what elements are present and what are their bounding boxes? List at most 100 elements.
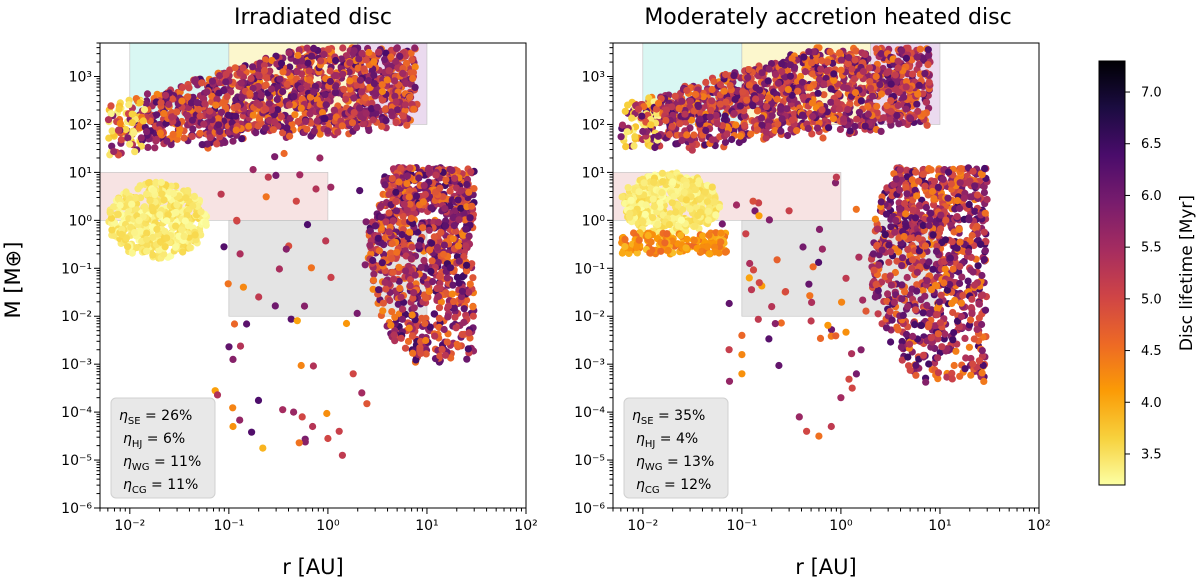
data-point [370, 58, 378, 66]
data-point [436, 273, 444, 281]
data-point [170, 189, 178, 198]
data-point [128, 119, 136, 127]
data-point [644, 231, 652, 240]
x-tick-label: 10⁻² [114, 518, 145, 534]
data-point [617, 133, 625, 141]
data-point [732, 121, 740, 129]
data-point [401, 344, 410, 352]
data-point [353, 309, 361, 317]
data-point [621, 243, 629, 251]
data-point [356, 187, 364, 195]
points-irradiated [104, 44, 478, 459]
data-point [107, 214, 116, 222]
data-point [707, 106, 715, 114]
data-point [335, 427, 343, 435]
data-point [786, 72, 795, 80]
data-point [215, 121, 223, 129]
data-point [172, 243, 180, 251]
data-point [682, 181, 690, 189]
data-point [650, 202, 659, 211]
data-point [783, 105, 791, 113]
data-point [411, 44, 419, 52]
data-point [393, 45, 401, 53]
data-point [386, 296, 394, 305]
data-point [916, 45, 924, 53]
data-point [143, 241, 151, 249]
data-point [143, 229, 151, 237]
data-point [728, 135, 736, 144]
data-point [650, 178, 658, 186]
data-point [399, 69, 407, 77]
data-point [806, 84, 815, 92]
data-point [458, 330, 466, 339]
data-point [800, 53, 808, 61]
data-point [428, 239, 436, 247]
data-point [173, 108, 181, 116]
data-point [215, 89, 223, 97]
data-point [435, 304, 444, 312]
data-point [876, 81, 884, 89]
data-point [848, 65, 856, 73]
data-point [708, 97, 716, 105]
data-point [187, 99, 195, 107]
data-point [469, 312, 477, 320]
data-point [686, 205, 694, 213]
data-point [465, 232, 473, 240]
data-point [777, 127, 785, 135]
data-point [412, 192, 421, 200]
data-point [320, 114, 328, 122]
data-point [122, 234, 130, 242]
irradiated-disc-panel: Irradiated disc 10⁻² 10⁻¹ 10⁰ 10¹ 10²10⁻⁶10⁻… [1, 5, 538, 579]
data-point [422, 336, 430, 345]
data-point [180, 134, 188, 142]
data-point [173, 201, 181, 209]
data-point [915, 60, 923, 69]
data-point [262, 81, 270, 89]
data-point [246, 89, 254, 98]
data-point [309, 422, 317, 431]
data-point [441, 205, 449, 213]
data-point [388, 240, 396, 248]
data-point [237, 79, 245, 87]
data-point [680, 188, 688, 196]
data-point [398, 315, 406, 323]
data-point [346, 85, 354, 93]
data-point [143, 190, 151, 198]
data-point [107, 110, 115, 118]
data-point [908, 70, 917, 78]
data-point [631, 133, 639, 141]
data-point [794, 87, 802, 95]
data-point [830, 76, 838, 85]
data-point [409, 69, 417, 77]
data-point [295, 439, 303, 447]
data-point [164, 211, 172, 219]
data-point [626, 209, 634, 217]
data-point [887, 97, 895, 105]
data-point [649, 195, 657, 203]
data-point [865, 64, 874, 72]
data-point [809, 112, 817, 121]
eta-box-irradiated: ηSE = 26%ηHJ = 6%ηWG = 11%ηCG = 11% [110, 397, 216, 499]
data-point [139, 117, 147, 125]
data-point [425, 226, 433, 234]
data-point [699, 232, 707, 240]
data-point [694, 211, 702, 219]
data-point [444, 313, 452, 321]
data-point [467, 168, 475, 176]
data-point [427, 267, 435, 276]
data-point [798, 111, 807, 119]
data-point [454, 242, 462, 250]
data-point [397, 293, 405, 301]
data-point [220, 243, 228, 251]
data-point [465, 329, 473, 337]
data-point [705, 250, 713, 258]
data-point [964, 277, 972, 285]
data-point [279, 406, 287, 414]
data-point [840, 115, 848, 123]
data-point [389, 268, 397, 276]
data-point [324, 434, 332, 443]
data-point [136, 227, 144, 235]
data-point [441, 351, 449, 359]
data-point [864, 110, 872, 118]
data-point [419, 224, 427, 232]
